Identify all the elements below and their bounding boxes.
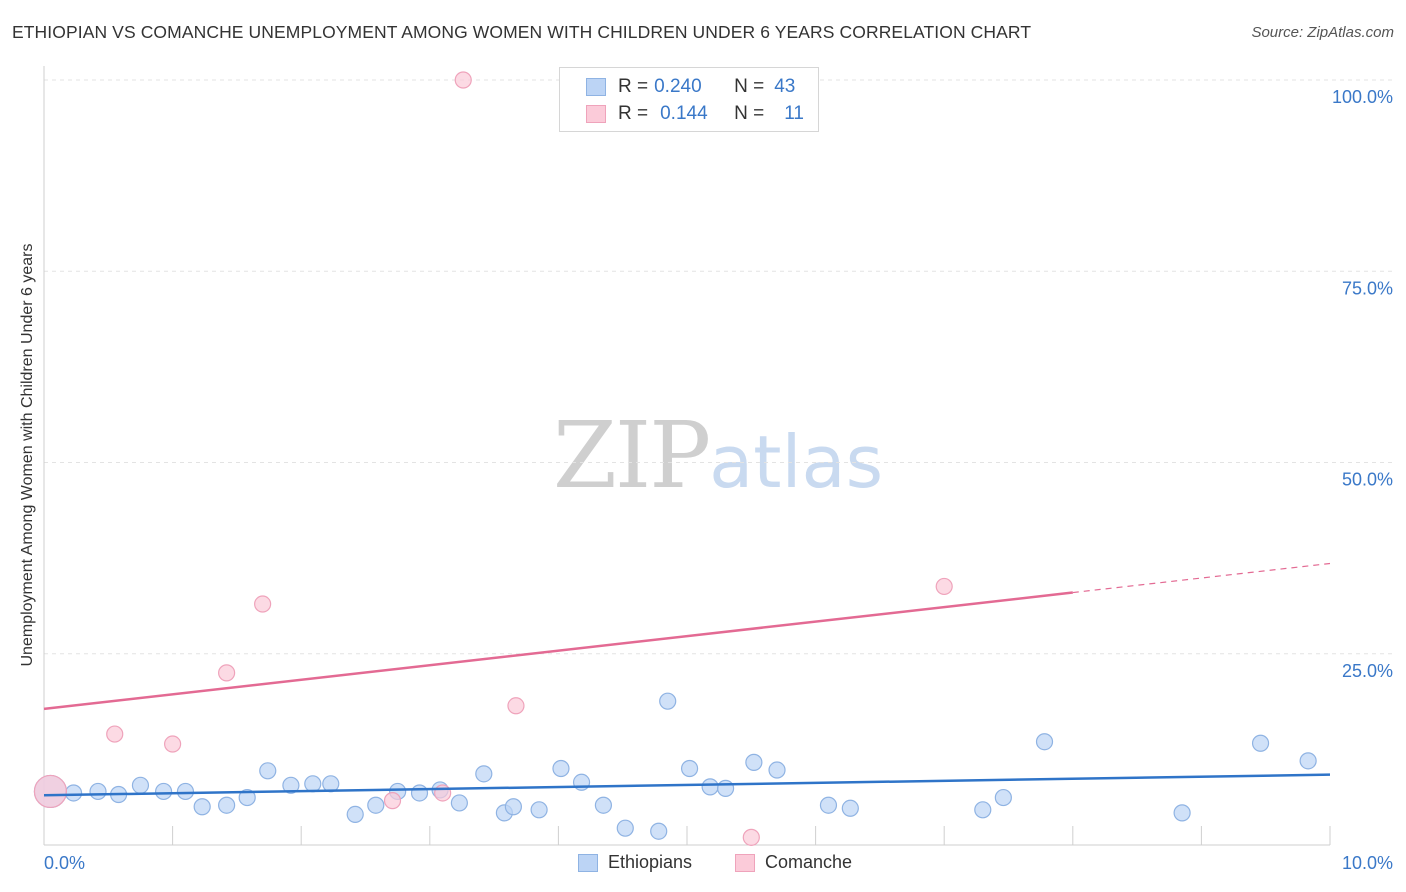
- data-point-ethiopians: [475, 765, 493, 783]
- x-tick-label: 0.0%: [44, 853, 85, 873]
- trend-line-extension-comanche: [1072, 562, 1331, 594]
- data-point-ethiopians: [1035, 733, 1054, 751]
- chart-title: ETHIOPIAN VS COMANCHE UNEMPLOYMENT AMONG…: [12, 22, 1032, 42]
- series-swatch-ethiopians: [578, 853, 598, 872]
- data-point-comanche: [742, 828, 760, 846]
- data-point-ethiopians: [1251, 734, 1270, 752]
- y-tick-label: 75.0%: [1342, 278, 1393, 298]
- data-point-ethiopians: [701, 778, 719, 796]
- data-point-comanche: [33, 774, 68, 809]
- data-point-comanche: [106, 725, 124, 743]
- data-point-ethiopians: [367, 796, 385, 814]
- data-point-comanche: [218, 664, 236, 682]
- y-tick-label: 25.0%: [1342, 661, 1393, 681]
- series-swatch-comanche: [735, 853, 755, 872]
- trend-line-ethiopians: [43, 773, 1331, 797]
- data-point-ethiopians: [450, 794, 468, 812]
- data-point-ethiopians: [193, 798, 211, 816]
- legend-n-label: N =: [734, 103, 765, 124]
- data-point-comanche: [454, 71, 472, 89]
- data-point-comanche: [164, 735, 182, 753]
- data-point-ethiopians: [745, 753, 763, 771]
- data-point-ethiopians: [131, 776, 150, 794]
- data-point-ethiopians: [768, 761, 786, 779]
- data-point-ethiopians: [259, 762, 277, 780]
- legend-n-label: N =: [734, 76, 765, 97]
- series-legend-ethiopians: Ethiopians: [578, 852, 692, 873]
- data-point-ethiopians: [64, 784, 83, 802]
- legend-r-value: 0.144: [660, 103, 708, 124]
- legend-n-value: 11: [784, 103, 804, 124]
- data-point-ethiopians: [410, 784, 429, 802]
- legend-row-comanche: R = 0.144 N = 11: [586, 102, 804, 126]
- data-point-ethiopians: [238, 788, 256, 807]
- data-point-ethiopians: [304, 775, 322, 793]
- data-point-ethiopians: [650, 822, 668, 840]
- data-point-ethiopians: [594, 796, 613, 814]
- data-point-comanche: [935, 577, 953, 596]
- x-tick-label: 10.0%: [1342, 853, 1393, 873]
- legend-swatch-comanche: [586, 105, 606, 123]
- data-point-ethiopians: [346, 805, 364, 824]
- data-point-ethiopians: [530, 801, 548, 819]
- watermark-zip: ZIP: [553, 402, 711, 509]
- data-point-ethiopians: [1173, 804, 1191, 822]
- data-point-ethiopians: [1299, 752, 1317, 770]
- data-point-ethiopians: [819, 796, 838, 814]
- series-legend: Ethiopians Comanche: [0, 852, 1406, 876]
- data-point-comanche: [507, 697, 525, 715]
- data-point-ethiopians: [89, 782, 107, 801]
- correlation-legend: R = 0.240 N = 43 R = 0.144 N = 11: [559, 67, 819, 132]
- data-point-comanche: [254, 595, 272, 613]
- data-point-ethiopians: [176, 782, 195, 801]
- data-point-ethiopians: [841, 799, 859, 817]
- series-label-ethiopians: Ethiopians: [608, 852, 693, 872]
- y-tick-label: 100.0%: [1332, 87, 1393, 107]
- legend-r-value: 0.240: [654, 76, 702, 97]
- data-point-ethiopians: [552, 759, 570, 778]
- data-point-ethiopians: [282, 776, 300, 794]
- series-legend-comanche: Comanche: [735, 852, 852, 873]
- data-point-comanche: [434, 784, 452, 802]
- data-point-comanche: [383, 792, 402, 810]
- data-point-ethiopians: [974, 801, 992, 819]
- legend-n-value: 43: [774, 76, 796, 97]
- data-point-ethiopians: [616, 819, 634, 837]
- data-point-ethiopians: [659, 692, 677, 710]
- legend-row-ethiopians: R = 0.240 N = 43: [586, 75, 795, 99]
- legend-r-label: R =: [618, 76, 649, 97]
- trend-line-comanche: [43, 591, 1073, 711]
- y-tick-label: 50.0%: [1342, 470, 1393, 490]
- source-label: Source: ZipAtlas.com: [1251, 24, 1394, 41]
- series-label-comanche: Comanche: [765, 852, 853, 872]
- data-point-ethiopians: [154, 782, 173, 801]
- data-point-ethiopians: [218, 796, 236, 814]
- data-point-ethiopians: [994, 788, 1012, 807]
- data-point-ethiopians: [716, 779, 735, 797]
- legend-swatch-ethiopians: [586, 78, 606, 96]
- legend-r-label: R =: [618, 103, 649, 124]
- data-point-ethiopians: [504, 798, 522, 816]
- data-point-ethiopians: [680, 759, 699, 778]
